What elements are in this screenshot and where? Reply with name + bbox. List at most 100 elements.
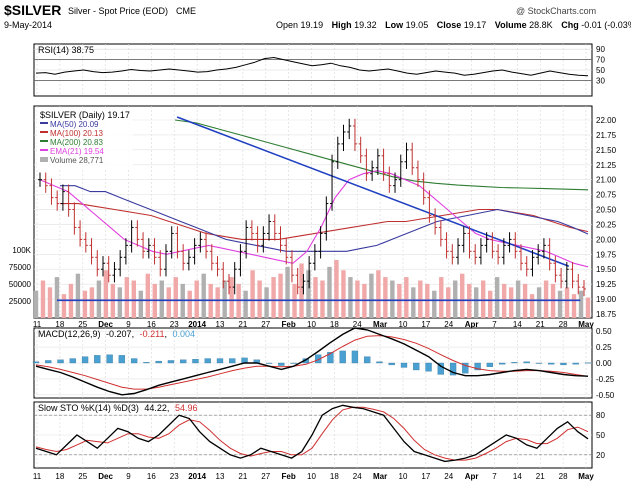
x-tick-label: 24	[444, 472, 453, 481]
volume-bar	[390, 280, 395, 318]
x-tick-label: 13	[216, 320, 225, 329]
rsi-tick-label: 50	[596, 66, 605, 75]
ma200-legend: MA(200) 20.83	[50, 138, 103, 147]
price-tick-label: 19.75	[596, 250, 617, 259]
macd-hist-bar	[192, 359, 199, 364]
price-tick-label: 20.50	[596, 206, 617, 215]
x-tick-label: 14	[513, 472, 522, 481]
macd-hist-bar	[535, 362, 543, 364]
macd-hist-bar	[449, 362, 457, 376]
x-tick-label: 10	[399, 472, 408, 481]
volume-bar	[187, 290, 192, 318]
x-tick-label: May	[578, 472, 594, 481]
volume-bar	[480, 280, 486, 318]
volume-bar	[243, 290, 248, 318]
x-tick-label: Mar	[373, 320, 387, 329]
x-tick-label: 17	[421, 472, 430, 481]
price-tick-label: 21.25	[596, 161, 617, 170]
volume-bar	[138, 290, 144, 318]
volume-bar	[201, 273, 206, 318]
x-tick-label: 10	[307, 472, 316, 481]
price-tick-label: 18.75	[596, 310, 617, 319]
volume-bar	[117, 287, 123, 318]
price-panel	[33, 105, 593, 319]
volume-bar	[487, 290, 493, 318]
x-tick-label: 17	[421, 320, 430, 329]
ma200-swatch	[40, 140, 48, 142]
rsi-tick-label: 90	[596, 45, 605, 54]
macd-hist-bar	[413, 362, 420, 371]
sto-tick-label: 20	[596, 451, 605, 460]
ema21-swatch	[40, 149, 48, 151]
volume-bar	[306, 270, 311, 318]
macd-hist-bar	[45, 360, 52, 364]
ma200-line	[174, 119, 589, 191]
price-tick-label: 19.00	[596, 295, 617, 304]
stat-high: High 19.32	[331, 20, 377, 30]
volume-bar	[194, 280, 199, 318]
volume-bar	[348, 277, 353, 318]
volume-bar	[474, 287, 479, 318]
rsi-tick-label: 70	[596, 56, 605, 65]
x-tick-label: 14	[513, 320, 522, 329]
volume-bar	[432, 290, 437, 318]
price-tick-label: 19.25	[596, 280, 617, 289]
x-tick-label: 2014	[188, 472, 206, 481]
ema21-legend: EMA(21) 19.54	[50, 147, 104, 156]
macd-hist-bar	[118, 355, 126, 364]
x-tick-label: 16	[147, 472, 156, 481]
macd-hist-bar	[216, 358, 224, 364]
x-tick-label: 23	[170, 320, 179, 329]
x-tick-label: 28	[559, 472, 568, 481]
x-tick-label: 27	[261, 320, 270, 329]
price-tick-label: 21.00	[596, 176, 617, 185]
volume-bar	[571, 294, 577, 318]
macd-hist-bar	[486, 362, 494, 367]
volume-bar	[411, 287, 416, 318]
x-tick-label: 27	[261, 472, 270, 481]
volume-bar	[299, 263, 304, 318]
price-tick-label: 20.00	[596, 235, 617, 244]
symbol-description: Silver - Spot Price (EOD)	[68, 6, 169, 16]
volume-bar	[453, 280, 458, 318]
volume-bar	[494, 277, 500, 318]
macd-hist-bar	[388, 362, 395, 366]
macd-tick-label: 0.00	[596, 359, 612, 368]
ma50-legend: MA(50) 20.09	[50, 120, 99, 129]
x-tick-label: 23	[170, 472, 179, 481]
volume-bar	[508, 287, 514, 318]
price-legend-title: $SILVER (Daily) 19.17	[40, 110, 130, 120]
x-tick-label: 16	[147, 320, 156, 329]
sto-tick-label: 80	[596, 411, 605, 420]
macd-hist-bar	[560, 362, 567, 366]
price-tick-label: 21.50	[596, 146, 617, 155]
macd-tick-label: 0.25	[596, 343, 612, 352]
ma100-legend: MA(100) 20.13	[50, 129, 103, 138]
x-tick-label: 21	[536, 472, 545, 481]
sto-k-line	[35, 404, 589, 463]
ema21-line	[39, 170, 589, 268]
axis-ticks: 111118182525DecDec9916162323201420141313…	[9, 45, 617, 481]
volume-bar	[173, 277, 178, 318]
volume-bar	[278, 273, 283, 318]
macd-hist-bar	[265, 362, 273, 364]
volume-bar	[334, 260, 339, 318]
x-tick-label: Apr	[465, 472, 479, 481]
price-tick-label: 21.75	[596, 131, 617, 140]
x-tick-label: 18	[55, 320, 64, 329]
volume-bar	[564, 287, 570, 318]
macd-hist-bar	[462, 362, 469, 374]
volume-legend: Volume 28,771	[50, 156, 104, 165]
macd-hist-bar	[204, 358, 211, 364]
x-tick-label: 9	[126, 320, 131, 329]
macd-hist-bar	[143, 362, 150, 364]
sto-legend-label: Slow STO %K(14) %D(3) 44.22, 54.96	[38, 403, 197, 413]
macd-hist-bar	[339, 350, 346, 364]
x-tick-label: 18	[330, 472, 339, 481]
volume-bar	[285, 266, 290, 318]
volume-bar	[529, 294, 535, 318]
macd-hist-bar	[364, 356, 371, 364]
volume-bar	[47, 287, 53, 318]
macd-hist-bar	[180, 359, 187, 364]
symbol-title: $SILVER	[4, 2, 62, 18]
